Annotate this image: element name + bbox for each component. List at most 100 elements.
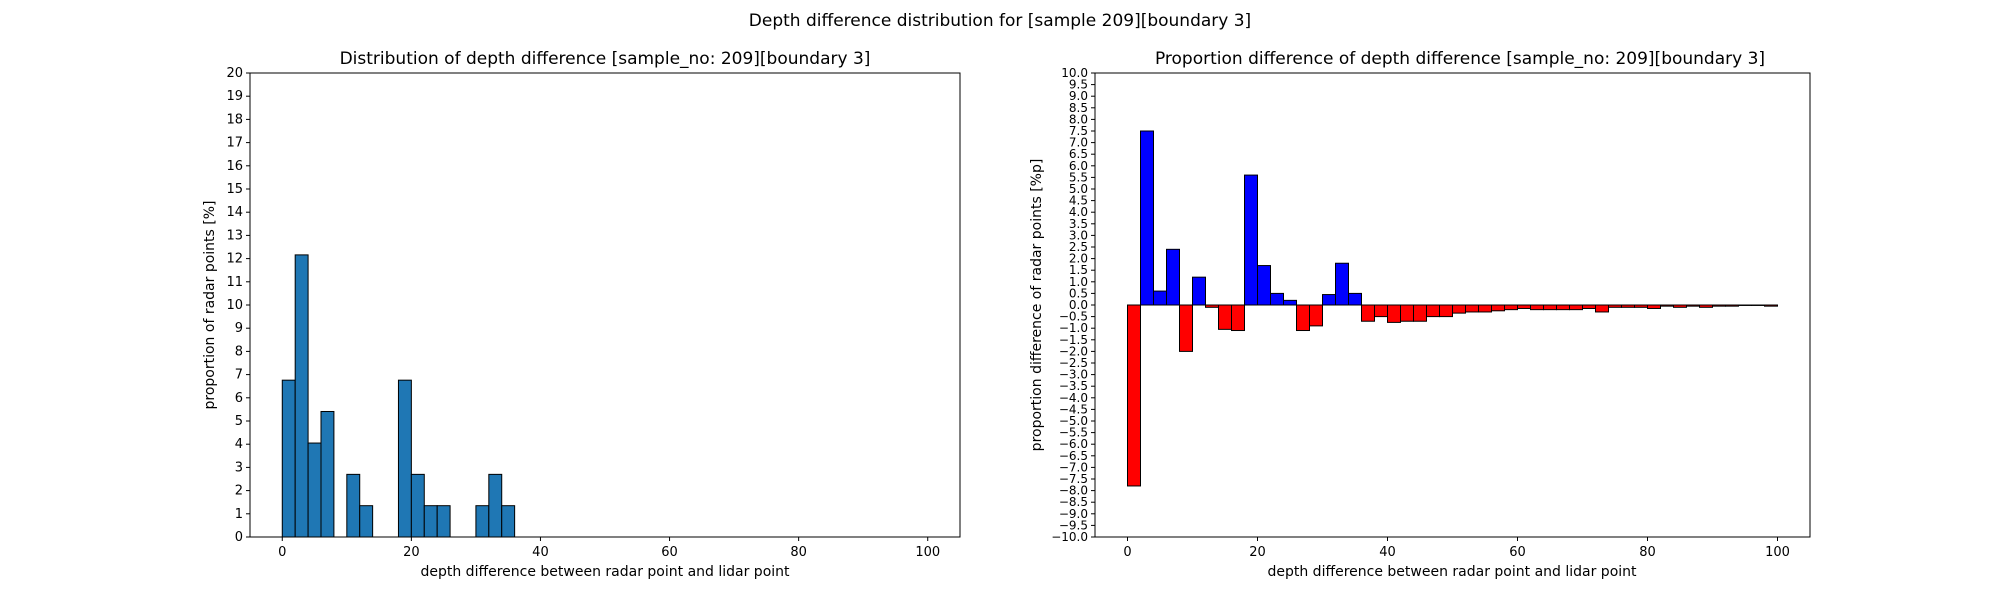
right-bar	[1374, 304, 1388, 318]
right-y-tick-label: 1.5	[1069, 263, 1088, 277]
right-y-tick-label: 0.5	[1069, 286, 1088, 300]
left-x-axis: 0 20 40 60 80 100	[278, 537, 940, 560]
right-bar	[1283, 299, 1297, 306]
right-bar	[1647, 304, 1661, 309]
right-y-tick-label: −1.0	[1059, 321, 1088, 335]
right-bar	[1439, 304, 1453, 318]
right-bar	[1153, 290, 1167, 306]
right-bar	[1686, 304, 1700, 307]
right-x-axis: 0 20 40 60 80 100	[1123, 537, 1790, 560]
right-bar	[1478, 304, 1492, 313]
right-bar	[1192, 276, 1206, 306]
right-bar	[1322, 294, 1336, 306]
right-y-tick-label: 6.0	[1069, 159, 1088, 173]
left-x-tick-label: 20	[403, 545, 420, 560]
right-y-tick-label: 4.5	[1069, 194, 1088, 208]
right-bar	[1270, 292, 1284, 306]
right-y-axis: −10.0−9.5−9.0−8.5−8.0−7.5−7.0−6.5−6.0−5.…	[1051, 66, 1095, 544]
left-y-tick-label: 17	[226, 136, 243, 151]
left-bar	[488, 473, 503, 538]
right-chart-panel: Proportion difference of depth differenc…	[1029, 49, 1811, 580]
right-bar	[1595, 304, 1609, 313]
right-bar	[1582, 304, 1596, 309]
right-x-tick-label: 80	[1639, 545, 1656, 560]
right-y-tick-label: −9.0	[1059, 507, 1088, 521]
right-bar	[1387, 304, 1401, 323]
right-x-tick-label: 0	[1123, 545, 1131, 560]
left-y-tick-label: 0	[235, 530, 243, 545]
left-y-tick-label: 2	[235, 484, 243, 499]
right-y-tick-label: −3.0	[1059, 368, 1088, 382]
right-bar	[1205, 304, 1219, 308]
left-y-tick-label: 13	[226, 228, 243, 243]
right-y-tick-label: −7.5	[1059, 472, 1088, 486]
right-y-tick-label: −9.5	[1059, 518, 1088, 532]
right-y-tick-label: 2.0	[1069, 252, 1088, 266]
right-bar	[1452, 304, 1466, 314]
figure-suptitle: Depth difference distribution for [sampl…	[749, 11, 1251, 31]
right-y-tick-label: 3.0	[1069, 228, 1088, 242]
right-bar	[1361, 304, 1375, 322]
left-y-tick-label: 4	[235, 437, 243, 452]
right-bar	[1413, 304, 1427, 322]
right-bar	[1634, 304, 1648, 308]
right-y-tick-label: −8.0	[1059, 484, 1088, 498]
right-y-tick-label: −5.5	[1059, 426, 1088, 440]
left-y-tick-label: 10	[226, 298, 243, 313]
right-y-tick-label: −2.5	[1059, 356, 1088, 370]
left-x-tick-label: 40	[532, 545, 549, 560]
right-y-tick-label: 8.0	[1069, 112, 1088, 126]
right-y-tick-label: 9.0	[1069, 89, 1088, 103]
right-y-tick-label: 7.5	[1069, 124, 1088, 138]
left-bar	[397, 379, 412, 538]
left-y-tick-label: 18	[226, 112, 243, 127]
right-bar	[1179, 304, 1193, 352]
left-bar	[501, 505, 516, 538]
right-y-tick-label: −0.5	[1059, 310, 1088, 324]
left-bar	[294, 254, 309, 538]
left-bars	[281, 254, 516, 538]
right-bar	[1140, 130, 1154, 306]
left-chart-panel: Distribution of depth difference [sample…	[202, 49, 961, 580]
left-y-tick-label: 5	[235, 414, 243, 429]
right-bar	[1309, 304, 1323, 327]
left-x-tick-label: 60	[661, 545, 678, 560]
right-bar	[1231, 304, 1245, 332]
left-x-axis-label: depth difference between radar point and…	[420, 564, 790, 580]
left-bar	[281, 379, 296, 538]
right-y-tick-label: −5.0	[1059, 414, 1088, 428]
left-y-tick-label: 16	[226, 159, 243, 174]
left-bar	[320, 410, 335, 538]
left-y-tick-label: 20	[226, 66, 243, 81]
right-y-tick-label: −10.0	[1051, 530, 1088, 544]
left-y-tick-label: 3	[235, 460, 243, 475]
left-bar	[346, 473, 361, 538]
right-bar	[1166, 248, 1180, 306]
left-x-tick-label: 80	[790, 545, 807, 560]
right-bar	[1556, 304, 1570, 311]
left-bar	[475, 505, 490, 538]
right-y-tick-label: −6.5	[1059, 449, 1088, 463]
right-bar	[1517, 304, 1531, 309]
right-bar	[1699, 304, 1713, 308]
left-bar	[423, 505, 438, 538]
left-y-tick-label: 8	[235, 344, 243, 359]
left-y-axis-label: proportion of radar points [%]	[202, 200, 218, 409]
right-y-tick-label: −6.0	[1059, 437, 1088, 451]
right-bar	[1465, 304, 1479, 313]
right-y-tick-label: −4.0	[1059, 391, 1088, 405]
right-bar	[1257, 265, 1271, 306]
right-bar	[1127, 304, 1141, 487]
left-y-tick-label: 14	[226, 205, 243, 220]
right-y-axis-label: proportion difference of radar points [%…	[1029, 159, 1045, 452]
left-bar	[359, 505, 374, 538]
right-x-tick-label: 20	[1249, 545, 1266, 560]
right-bar	[1530, 304, 1544, 311]
right-y-tick-label: 10.0	[1061, 66, 1088, 80]
right-y-tick-label: 3.5	[1069, 217, 1088, 231]
right-bar	[1712, 304, 1726, 307]
right-y-tick-label: 8.5	[1069, 101, 1088, 115]
right-y-tick-label: 5.0	[1069, 182, 1088, 196]
